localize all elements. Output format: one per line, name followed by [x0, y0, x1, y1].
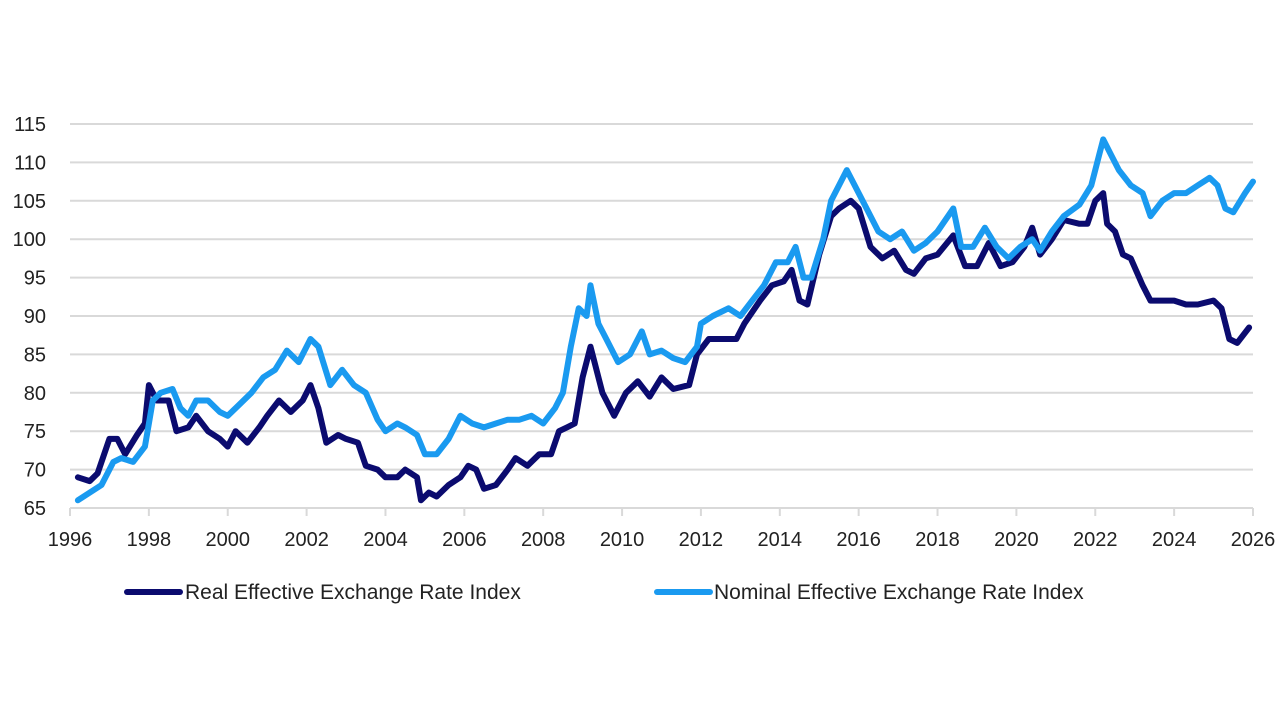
x-tick-label: 2022 [1073, 529, 1118, 551]
x-tick-label: 2014 [758, 529, 803, 551]
x-tick-label: 2024 [1152, 529, 1197, 551]
legend: Real Effective Exchange Rate Index Nomin… [124, 581, 1084, 604]
y-tick-label: 65 [24, 498, 46, 520]
series-lines [74, 136, 1256, 504]
x-tick-label: 2000 [205, 529, 250, 551]
x-axis: 1996 1998 2000 2002 2004 2006 2008 2010 2012 2014… [48, 507, 1276, 551]
x-tick-label: 2010 [600, 529, 645, 551]
x-tick-label: 2004 [363, 529, 408, 551]
x-tick-label: 2018 [915, 529, 960, 551]
x-tick-label: 2002 [284, 529, 329, 551]
y-tick-label: 75 [24, 421, 46, 443]
y-tick-label: 115 [14, 114, 46, 136]
x-tick-label: 2012 [679, 529, 724, 551]
y-tick-label: 110 [14, 152, 46, 174]
y-tick-label: 85 [24, 344, 46, 366]
series-line-real [74, 190, 1253, 504]
x-tick-label: 1996 [48, 529, 93, 551]
y-tick-label: 90 [24, 306, 46, 328]
y-tick-label: 105 [13, 191, 46, 213]
x-tick-label: 2016 [836, 529, 881, 551]
series-line-nominal [74, 136, 1256, 504]
gridlines [70, 123, 1253, 509]
legend-label-nominal: Nominal Effective Exchange Rate Index [714, 581, 1084, 604]
legend-label-real: Real Effective Exchange Rate Index [185, 581, 521, 604]
x-tick-label: 2020 [994, 529, 1039, 551]
y-tick-label: 80 [24, 383, 46, 405]
y-tick-label: 70 [24, 460, 46, 482]
x-tick-label: 1998 [127, 529, 172, 551]
x-tick-label: 2008 [521, 529, 566, 551]
y-axis-ticks: 65 70 75 80 85 90 95 100 105 110 115 [13, 114, 46, 520]
x-tick-label: 2006 [442, 529, 487, 551]
y-tick-label: 95 [24, 268, 46, 290]
y-tick-label: 100 [13, 229, 46, 251]
x-tick-label: 2026 [1231, 529, 1276, 551]
